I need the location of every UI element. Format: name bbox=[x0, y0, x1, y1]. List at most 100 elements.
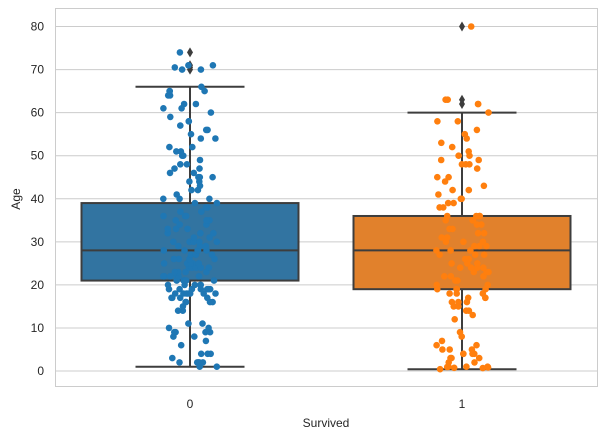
strip-point bbox=[175, 242, 182, 250]
strip-point bbox=[451, 316, 459, 323]
strip-point bbox=[197, 66, 205, 73]
strip-point bbox=[446, 290, 453, 297]
strip-point bbox=[484, 281, 492, 289]
strip-point bbox=[438, 337, 446, 345]
strip-point bbox=[176, 285, 183, 293]
strip-point bbox=[485, 109, 492, 116]
strip-point bbox=[184, 225, 191, 233]
strip-point bbox=[183, 161, 191, 168]
strip-point bbox=[474, 260, 481, 267]
strip-point bbox=[196, 173, 204, 181]
strip-point bbox=[165, 324, 173, 332]
strip-point bbox=[178, 66, 186, 73]
gridlines bbox=[55, 26, 598, 372]
strip-point bbox=[439, 346, 446, 353]
strip-point bbox=[213, 363, 221, 371]
strip-point bbox=[449, 186, 456, 194]
strip-point bbox=[474, 229, 482, 237]
strip-point bbox=[463, 363, 470, 371]
strip-point bbox=[475, 354, 483, 362]
strip-point bbox=[473, 165, 481, 172]
strip-point bbox=[484, 363, 491, 371]
strip-point bbox=[173, 148, 180, 155]
strip-point bbox=[196, 156, 204, 164]
y-tick-labels: 0 10 20 30 40 50 60 70 80 bbox=[31, 20, 45, 378]
strip-point bbox=[164, 225, 171, 233]
strip-point bbox=[443, 212, 451, 220]
strip-point bbox=[443, 234, 451, 241]
x-tick-label-1: 1 bbox=[459, 397, 466, 411]
strip-point bbox=[169, 354, 176, 362]
strip-point bbox=[210, 229, 217, 237]
strip-point bbox=[435, 191, 442, 198]
strip-point bbox=[202, 242, 210, 250]
strip-point bbox=[198, 83, 205, 91]
strip-point bbox=[160, 273, 167, 280]
strip-point bbox=[196, 165, 203, 172]
strip-point bbox=[447, 273, 455, 280]
strip-point bbox=[170, 238, 177, 246]
strip-point bbox=[168, 294, 175, 302]
strip-point bbox=[434, 118, 441, 125]
strip-point bbox=[471, 359, 478, 366]
strip-point bbox=[204, 350, 211, 358]
strip-point bbox=[177, 341, 185, 349]
strip-point bbox=[199, 359, 207, 366]
strip-point bbox=[447, 247, 454, 254]
strip-point bbox=[187, 130, 195, 138]
strip-point bbox=[455, 152, 462, 159]
strip-point bbox=[212, 135, 219, 142]
strip-point bbox=[176, 49, 184, 56]
y-tick-label-20: 20 bbox=[31, 278, 45, 292]
strip-point bbox=[468, 346, 476, 353]
strip-point bbox=[182, 277, 190, 284]
strip-point bbox=[171, 64, 179, 71]
strip-point bbox=[471, 251, 479, 258]
strip-point bbox=[190, 234, 198, 241]
strip-point bbox=[456, 264, 464, 272]
x-axis-label: Survived bbox=[303, 416, 350, 430]
y-tick-label-0: 0 bbox=[37, 364, 44, 378]
strip-point bbox=[455, 298, 462, 306]
strip-point bbox=[170, 255, 178, 263]
strip-point bbox=[475, 156, 483, 164]
strip-point bbox=[196, 238, 203, 246]
strip-point bbox=[191, 199, 199, 207]
strip-point bbox=[160, 212, 167, 220]
strip-point bbox=[462, 161, 470, 168]
strip-point bbox=[166, 169, 174, 177]
strip-point bbox=[460, 350, 467, 358]
strip-point bbox=[454, 118, 462, 125]
strip-point bbox=[160, 260, 168, 267]
y-tick-label-60: 60 bbox=[31, 106, 45, 120]
strip-point bbox=[177, 148, 185, 155]
strip-point bbox=[186, 178, 193, 185]
strip-point bbox=[176, 221, 183, 228]
strip-point bbox=[182, 298, 190, 306]
strip-point bbox=[203, 217, 210, 224]
strip-point bbox=[467, 23, 475, 30]
strip-point bbox=[473, 221, 481, 228]
strip-point bbox=[474, 100, 482, 108]
strip-point bbox=[213, 238, 221, 246]
strip-point bbox=[171, 165, 178, 172]
strip-point bbox=[174, 307, 182, 315]
y-tick-label-80: 80 bbox=[31, 20, 45, 34]
strip-point bbox=[467, 247, 474, 254]
strip-point bbox=[442, 96, 449, 103]
strip-point bbox=[441, 273, 448, 280]
boxes bbox=[80, 21, 572, 371]
strip-point bbox=[180, 100, 188, 108]
strip-point bbox=[166, 87, 173, 95]
strip-point bbox=[462, 307, 470, 315]
strip-point bbox=[209, 173, 216, 181]
strip-point bbox=[207, 109, 215, 116]
strip-point bbox=[460, 238, 467, 246]
strip-point bbox=[446, 346, 454, 353]
strip-point bbox=[453, 285, 460, 293]
y-tick-label-10: 10 bbox=[31, 321, 45, 335]
strip-point bbox=[448, 260, 455, 267]
strip-point bbox=[190, 169, 198, 177]
strip-point bbox=[480, 182, 488, 190]
